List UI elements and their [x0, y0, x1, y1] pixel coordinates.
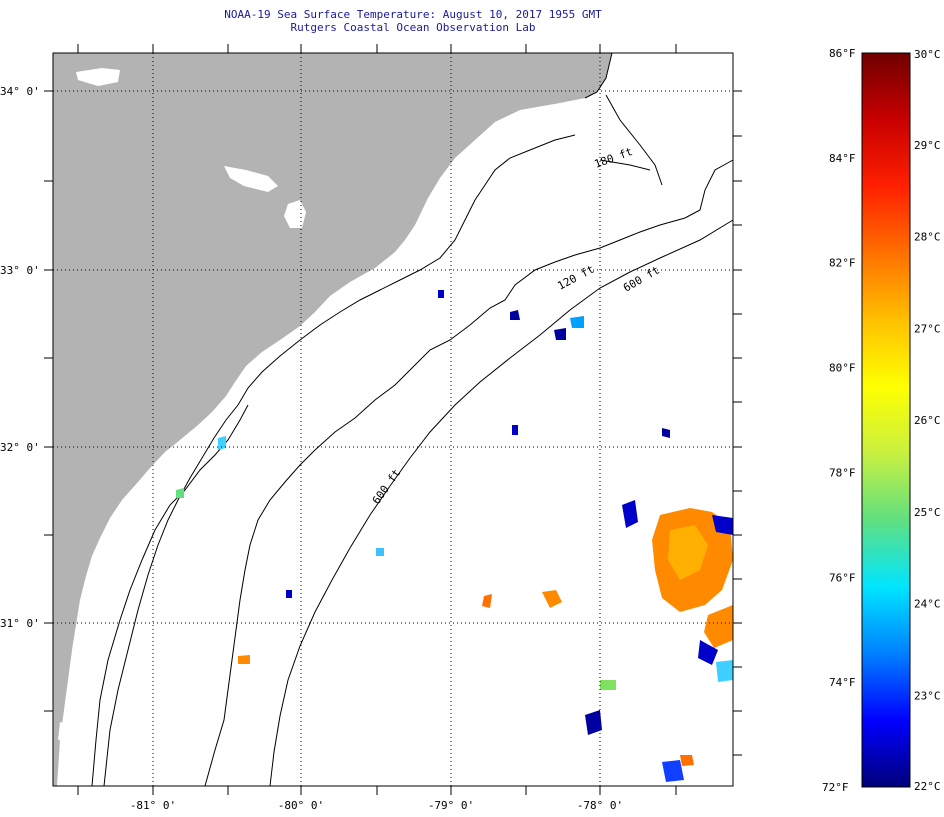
- tick-marks: [44, 44, 742, 795]
- lat-label: 33° 0': [0, 264, 40, 277]
- colorbar-c-label: 24°C: [914, 598, 941, 611]
- colorbar-f-label: 80°F: [829, 362, 856, 375]
- lake: [58, 722, 76, 740]
- colorbar-f-label: 76°F: [829, 571, 856, 584]
- lon-label: -81° 0': [130, 799, 176, 812]
- sst-patch: [704, 605, 733, 648]
- chart-subtitle: Rutgers Coastal Ocean Observation Lab: [290, 21, 536, 34]
- lat-label: 31° 0': [0, 617, 40, 630]
- sst-patch: [622, 500, 638, 528]
- sst-patch: [238, 655, 250, 664]
- sst-patch: [662, 760, 684, 782]
- sst-patch: [482, 594, 492, 608]
- sst-patch: [376, 548, 384, 556]
- colorbar-fahrenheit-labels: 86°F 84°F 82°F 80°F 78°F 76°F 74°F 72°F: [822, 47, 856, 794]
- sst-patch: [570, 316, 584, 328]
- isobath-600ft: [269, 219, 734, 787]
- sst-observations: [176, 290, 733, 782]
- sst-patch: [438, 290, 444, 298]
- sst-patch: [680, 755, 694, 766]
- colorbar-c-label: 27°C: [914, 322, 941, 335]
- isobath-120ft: [204, 159, 734, 787]
- colorbar-c-label: 22°C: [914, 780, 941, 793]
- lat-label: 34° 0': [0, 85, 40, 98]
- lat-label: 32° 0': [0, 441, 40, 454]
- sst-patch: [176, 488, 184, 498]
- sst-patch: [512, 425, 518, 435]
- colorbar-celsius-labels: 30°C 29°C 28°C 27°C 26°C 25°C 24°C 23°C 22°C: [914, 48, 941, 793]
- sst-patch: [712, 515, 733, 535]
- colorbar-f-label: 82°F: [829, 257, 856, 270]
- sst-patch: [286, 590, 292, 598]
- sst-patch: [698, 640, 718, 665]
- coastline: [91, 52, 663, 787]
- lake: [224, 166, 278, 192]
- colorbar-c-label: 23°C: [914, 689, 941, 702]
- isobath-inner: [103, 134, 576, 787]
- colorbar-f-label: 78°F: [829, 466, 856, 479]
- sst-patch: [218, 436, 226, 450]
- colorbar-f-label: 86°F: [829, 47, 856, 60]
- map-frame: [52, 52, 734, 787]
- sst-patch: [542, 590, 562, 608]
- colorbar-c-label: 29°C: [914, 139, 941, 152]
- lon-label: -78° 0': [577, 799, 623, 812]
- chart-title: NOAA-19 Sea Surface Temperature: August …: [224, 8, 602, 21]
- colorbar-c-label: 28°C: [914, 231, 941, 244]
- colorbar-c-label: 25°C: [914, 506, 941, 519]
- colorbar-f-label: 72°F: [822, 781, 849, 794]
- land-mass: [53, 53, 612, 786]
- sst-patch: [662, 428, 670, 438]
- colorbar-c-label: 30°C: [914, 48, 941, 61]
- lake: [74, 686, 86, 704]
- colorbar: [861, 52, 911, 788]
- colorbar-f-label: 74°F: [829, 676, 856, 689]
- sst-patch: [600, 680, 616, 690]
- sst-patch: [668, 525, 708, 580]
- colorbar-f-label: 84°F: [829, 152, 856, 165]
- lon-label: -79° 0': [428, 799, 474, 812]
- sst-patch: [510, 310, 520, 320]
- sst-patch: [554, 328, 566, 340]
- sst-patch: [585, 710, 602, 735]
- colorbar-c-label: 26°C: [914, 414, 941, 427]
- lon-label: -80° 0': [278, 799, 324, 812]
- sst-patch: [716, 660, 733, 682]
- graticule: [53, 53, 733, 786]
- lake: [76, 68, 120, 86]
